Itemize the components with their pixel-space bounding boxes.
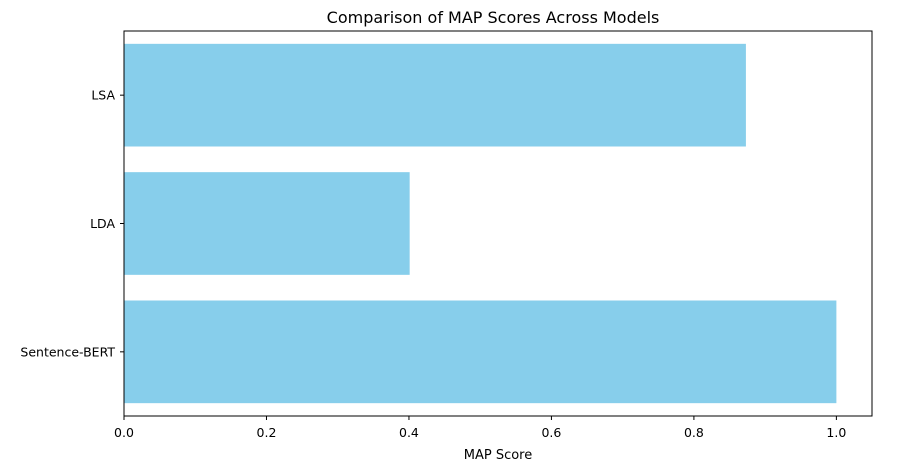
x-tick-label: 0.2 — [257, 425, 277, 440]
bar-sentence-bert — [124, 300, 837, 404]
x-axis-label: MAP Score — [464, 448, 533, 463]
y-tick-label: LDA — [90, 216, 115, 231]
y-tick-label: Sentence-BERT — [20, 344, 115, 359]
x-tick-label: 0.6 — [541, 425, 561, 440]
y-axis-ticks: LSA LDA Sentence-BERT — [20, 88, 124, 359]
x-tick-label: 0.0 — [114, 425, 134, 440]
bar-lsa — [124, 43, 746, 147]
plot-frame — [123, 30, 873, 417]
x-tick-label: 0.4 — [399, 425, 419, 440]
x-tick-label: 1.0 — [826, 425, 846, 440]
bars-layer — [124, 43, 837, 404]
bar-lda — [124, 172, 410, 275]
x-axis-ticks: 0.0 0.2 0.4 0.6 0.8 1.0 — [114, 416, 846, 440]
x-tick-label: 0.8 — [684, 425, 704, 440]
y-tick-label: LSA — [91, 88, 115, 103]
chart-title: Comparison of MAP Scores Across Models — [327, 8, 660, 27]
